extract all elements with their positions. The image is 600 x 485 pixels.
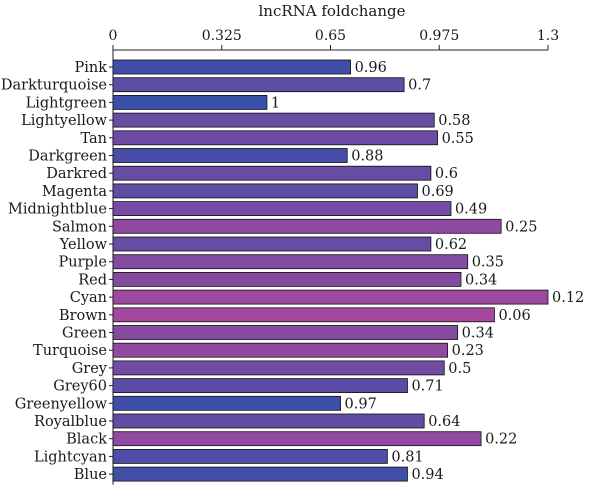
category-label: Lightcyan [34, 449, 107, 465]
category-label: Black [66, 432, 107, 448]
bar [112, 254, 469, 270]
bar [112, 59, 351, 75]
category-label: Green [62, 326, 107, 342]
bar [112, 130, 438, 146]
category-label: Pink [74, 60, 107, 76]
category-label: Lightgreen [26, 95, 107, 111]
bar [112, 360, 445, 376]
bar-value-label: 0.96 [355, 60, 387, 76]
bar-value-label: 0.23 [452, 343, 484, 359]
bar-value-label: 0.12 [552, 290, 584, 306]
category-label: Midnightblue [8, 202, 107, 218]
bar [112, 165, 432, 181]
x-axis-title: lncRNA foldchange [258, 2, 405, 20]
category-label: Royalblue [34, 414, 107, 430]
category-label: Red [78, 272, 107, 288]
category-label: Tan [80, 131, 107, 147]
bar [112, 378, 408, 394]
bar-value-label: 0.94 [411, 467, 443, 483]
x-tick-label: 0.975 [419, 28, 459, 44]
bar-value-label: 0.64 [428, 414, 460, 430]
bar [112, 112, 435, 128]
bar-value-label: 0.88 [351, 149, 383, 165]
category-label: Cyan [70, 290, 107, 306]
category-label: Grey [72, 361, 108, 377]
bar [112, 342, 449, 358]
category-label: Magenta [42, 184, 108, 200]
bar-value-label: 0.49 [455, 202, 487, 218]
bar-value-label: 0.5 [448, 361, 471, 377]
bar-value-label: 0.62 [435, 237, 467, 253]
bar-value-label: 0.6 [435, 166, 458, 182]
bar [112, 183, 418, 199]
bar-value-label: 0.71 [411, 379, 443, 395]
category-label: Brown [59, 308, 107, 324]
category-label: Purple [58, 255, 107, 271]
category-label: Grey60 [53, 379, 107, 395]
x-tick-label: 1.3 [537, 28, 559, 44]
bar [112, 148, 348, 163]
bar-value-label: 0.06 [498, 308, 530, 324]
bar-value-label: 0.55 [442, 131, 474, 147]
bar [112, 289, 549, 305]
bar-value-label: 0.97 [345, 396, 377, 412]
bar [112, 466, 408, 482]
bar [112, 307, 495, 323]
bar [112, 77, 405, 93]
bar-value-label: 0.69 [422, 184, 454, 200]
bar [112, 201, 452, 217]
bar [112, 448, 388, 464]
category-label: Darkred [46, 166, 107, 182]
bar [112, 325, 459, 340]
bar [112, 413, 425, 429]
category-label: Turquoise [33, 343, 107, 359]
category-label: Greenyellow [15, 396, 108, 412]
category-label: Darkturquoise [1, 78, 107, 94]
x-tick-label: 0.65 [315, 28, 346, 44]
bar-value-label: 0.34 [462, 326, 494, 342]
x-tick-label: 0.325 [202, 28, 242, 44]
bar [112, 95, 268, 110]
category-label: Darkgreen [28, 149, 107, 165]
category-label: Salmon [52, 219, 107, 235]
bar [112, 431, 482, 447]
category-label: Lightyellow [21, 113, 107, 129]
bar-value-label: 0.35 [472, 255, 504, 271]
bar-value-label: 0.34 [465, 272, 497, 288]
bar [112, 395, 341, 411]
bar [112, 271, 462, 287]
category-label: Yellow [59, 237, 108, 253]
bar-value-label: 0.81 [391, 449, 423, 465]
x-tick-label: 0 [109, 28, 118, 44]
bar [112, 218, 502, 234]
bar [112, 236, 432, 252]
bar-value-label: 0.25 [505, 219, 537, 235]
bar-value-label: 0.22 [485, 432, 517, 448]
category-label: Blue [74, 467, 107, 483]
bar-value-label: 0.7 [408, 78, 431, 94]
bar-value-label: 1 [271, 95, 280, 111]
bar-value-label: 0.58 [438, 113, 470, 129]
